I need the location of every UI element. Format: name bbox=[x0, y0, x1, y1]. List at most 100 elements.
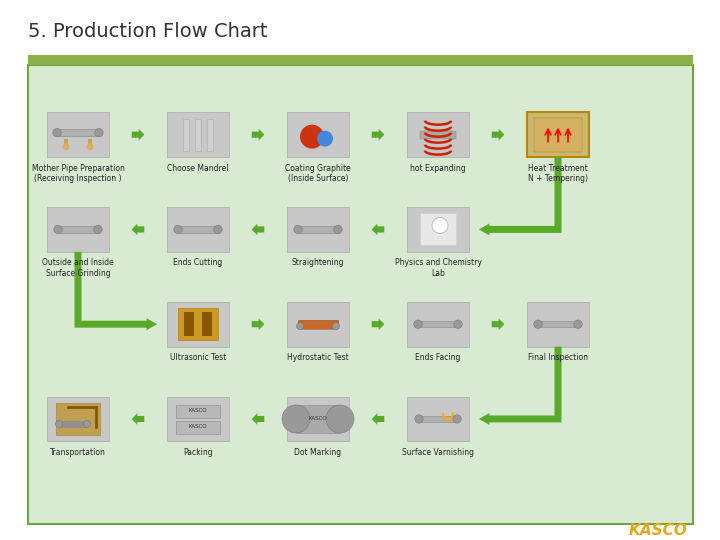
Circle shape bbox=[94, 225, 102, 234]
Circle shape bbox=[55, 421, 63, 428]
Polygon shape bbox=[132, 413, 144, 425]
Bar bbox=[420, 213, 456, 245]
Text: Mother Pipe Preparation
(Receiving Inspection ): Mother Pipe Preparation (Receiving Inspe… bbox=[32, 164, 125, 183]
Polygon shape bbox=[372, 224, 384, 235]
Bar bbox=[57, 130, 99, 136]
Text: Ends Facing: Ends Facing bbox=[415, 353, 461, 362]
Bar bbox=[287, 207, 349, 252]
Circle shape bbox=[534, 320, 542, 328]
Bar bbox=[59, 421, 87, 427]
Circle shape bbox=[95, 129, 103, 137]
Bar bbox=[419, 416, 457, 422]
Bar bbox=[178, 226, 218, 233]
Bar bbox=[287, 112, 349, 157]
Bar bbox=[167, 396, 229, 441]
Bar bbox=[527, 112, 589, 157]
Text: KASCO: KASCO bbox=[629, 523, 688, 538]
Bar bbox=[47, 112, 109, 157]
Text: Surface Varnishing: Surface Varnishing bbox=[402, 448, 474, 457]
Polygon shape bbox=[372, 129, 384, 140]
Circle shape bbox=[282, 405, 310, 433]
Polygon shape bbox=[132, 224, 144, 235]
Circle shape bbox=[294, 225, 302, 234]
Circle shape bbox=[574, 320, 582, 328]
Bar bbox=[202, 312, 212, 336]
Bar bbox=[296, 405, 340, 433]
Polygon shape bbox=[372, 413, 384, 425]
Polygon shape bbox=[492, 318, 504, 330]
Polygon shape bbox=[252, 413, 264, 425]
Bar bbox=[195, 119, 201, 151]
Circle shape bbox=[415, 415, 423, 423]
Bar bbox=[407, 396, 469, 441]
Circle shape bbox=[86, 143, 94, 150]
Text: Hydrostatic Test: Hydrostatic Test bbox=[287, 353, 349, 362]
Bar bbox=[418, 321, 458, 327]
Bar bbox=[300, 323, 336, 329]
Circle shape bbox=[84, 421, 91, 428]
Text: Final Inspection: Final Inspection bbox=[528, 353, 588, 362]
Bar bbox=[538, 321, 578, 327]
Text: KASCO: KASCO bbox=[189, 424, 207, 429]
Circle shape bbox=[174, 225, 182, 234]
Bar bbox=[176, 405, 220, 418]
Text: KASCO: KASCO bbox=[309, 416, 328, 421]
Bar bbox=[176, 421, 220, 434]
Circle shape bbox=[432, 218, 448, 233]
Bar bbox=[420, 131, 456, 139]
Bar bbox=[47, 207, 109, 252]
Circle shape bbox=[326, 405, 354, 433]
Circle shape bbox=[334, 225, 342, 234]
Bar bbox=[28, 65, 693, 524]
Bar bbox=[534, 118, 582, 152]
Bar bbox=[167, 302, 229, 347]
Text: Ultrasonic Test: Ultrasonic Test bbox=[170, 353, 226, 362]
Circle shape bbox=[53, 129, 61, 137]
Bar bbox=[56, 403, 100, 435]
Bar bbox=[407, 112, 469, 157]
Text: Ends Cutting: Ends Cutting bbox=[174, 258, 222, 267]
Bar bbox=[298, 320, 338, 328]
Circle shape bbox=[333, 323, 340, 330]
Text: Heat Treatment
N + Tempering): Heat Treatment N + Tempering) bbox=[528, 164, 588, 183]
Circle shape bbox=[453, 415, 462, 423]
Polygon shape bbox=[492, 129, 504, 140]
Bar bbox=[183, 119, 189, 151]
Bar bbox=[184, 312, 194, 336]
Bar bbox=[88, 139, 92, 147]
Text: Straightening: Straightening bbox=[292, 258, 344, 267]
Bar bbox=[287, 396, 349, 441]
Bar bbox=[167, 207, 229, 252]
Bar bbox=[527, 302, 589, 347]
Text: Dot Marking: Dot Marking bbox=[294, 448, 341, 457]
Text: Packing: Packing bbox=[183, 448, 213, 457]
Text: KASCO: KASCO bbox=[189, 408, 207, 414]
Circle shape bbox=[300, 125, 324, 148]
Text: 5. Production Flow Chart: 5. Production Flow Chart bbox=[28, 23, 268, 42]
Circle shape bbox=[214, 225, 222, 234]
Circle shape bbox=[63, 143, 70, 150]
Circle shape bbox=[317, 131, 333, 147]
Text: Outside and Inside
Surface Grinding: Outside and Inside Surface Grinding bbox=[42, 258, 114, 278]
Bar bbox=[407, 302, 469, 347]
Bar bbox=[207, 119, 213, 151]
Polygon shape bbox=[252, 224, 264, 235]
Text: Transportation: Transportation bbox=[50, 448, 106, 457]
Text: hot Expanding: hot Expanding bbox=[410, 164, 466, 173]
Bar bbox=[298, 226, 338, 233]
Text: Physics and Chemistry
Lab: Physics and Chemistry Lab bbox=[395, 258, 482, 278]
Polygon shape bbox=[74, 252, 157, 330]
Text: Choose Mandrel: Choose Mandrel bbox=[167, 164, 229, 173]
Polygon shape bbox=[479, 157, 562, 235]
Polygon shape bbox=[252, 129, 264, 140]
Bar bbox=[287, 302, 349, 347]
Polygon shape bbox=[252, 318, 264, 330]
Circle shape bbox=[54, 225, 62, 234]
Polygon shape bbox=[372, 318, 384, 330]
Circle shape bbox=[297, 323, 304, 330]
Bar bbox=[407, 207, 469, 252]
Bar bbox=[167, 112, 229, 157]
Circle shape bbox=[414, 320, 422, 328]
Text: Coating Graphite
(Inside Surface): Coating Graphite (Inside Surface) bbox=[285, 164, 351, 183]
Bar bbox=[178, 308, 218, 340]
